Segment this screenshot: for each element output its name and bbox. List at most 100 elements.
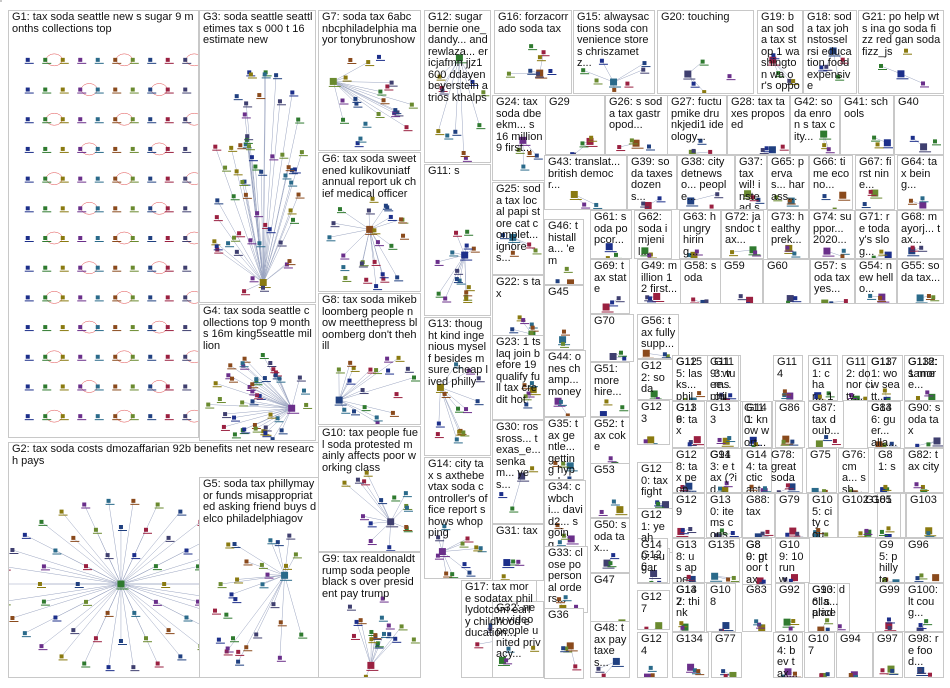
- user-node: [234, 169, 239, 174]
- user-node: [526, 391, 531, 396]
- group-cluster-74: G74: suppor... 2020...: [809, 210, 855, 259]
- user-node: [776, 71, 781, 76]
- edge: [438, 254, 465, 294]
- user-node: [768, 146, 776, 154]
- group-cluster-54: G54: new hello...: [855, 259, 897, 304]
- user-node: [611, 553, 616, 558]
- group-graph: [649, 570, 662, 582]
- group-label: G92: [779, 584, 800, 596]
- group-label: G45: [548, 286, 569, 298]
- group-graph: [683, 391, 706, 400]
- user-node: [823, 247, 831, 255]
- user-node: [10, 547, 15, 552]
- user-node: [278, 240, 283, 245]
- user-node: [783, 618, 791, 626]
- user-node: [60, 236, 65, 240]
- user-node: [293, 552, 298, 557]
- group-graph: [601, 296, 625, 313]
- group-label: G75: [810, 449, 831, 461]
- user-node: [816, 528, 821, 533]
- group-label: G106: salad: [812, 584, 833, 619]
- group-label: G57: soda tax yes...: [814, 260, 851, 295]
- user-node: [617, 145, 622, 150]
- edge: [234, 543, 285, 576]
- user-node: [212, 239, 217, 244]
- edge: [230, 147, 264, 283]
- user-node: [719, 528, 724, 533]
- user-node: [25, 265, 30, 270]
- user-node: [882, 443, 887, 447]
- group-graph: [871, 135, 893, 149]
- user-node: [657, 580, 662, 582]
- group-graph: [737, 294, 754, 303]
- user-node: [850, 671, 858, 677]
- user-node: [262, 376, 267, 381]
- user-node: [224, 649, 229, 654]
- user-node: [916, 294, 924, 302]
- group-label: G136: guer... alla...: [871, 402, 898, 448]
- group-label: G49: million 12 first...: [641, 260, 678, 295]
- user-node: [368, 521, 373, 526]
- user-node: [680, 625, 685, 630]
- user-node: [788, 626, 793, 631]
- user-node: [616, 506, 624, 514]
- group-cluster-106: G106: salad: [808, 583, 838, 632]
- group-cluster-141: G141: [742, 401, 772, 448]
- user-node: [529, 386, 537, 394]
- user-node: [730, 531, 735, 536]
- user-node: [148, 176, 153, 181]
- user-node: [920, 143, 928, 151]
- edge: [277, 542, 285, 576]
- user-node: [744, 190, 752, 198]
- user-node: [464, 296, 469, 301]
- user-node: [41, 564, 46, 569]
- user-node: [43, 57, 48, 62]
- user-node: [329, 77, 337, 85]
- user-node: [612, 657, 620, 665]
- user-node: [885, 622, 893, 630]
- user-node: [396, 355, 401, 360]
- user-node: [749, 436, 757, 444]
- user-node: [698, 138, 703, 143]
- edge: [583, 69, 614, 83]
- user-node: [781, 674, 786, 677]
- user-node: [765, 529, 770, 534]
- group-label: G142: [676, 584, 697, 608]
- self-loop-edge: [81, 202, 98, 215]
- group-graph: [781, 389, 794, 400]
- user-node: [696, 669, 701, 674]
- user-node: [263, 70, 268, 75]
- edge: [438, 57, 460, 132]
- user-node: [460, 541, 465, 546]
- edge: [242, 363, 292, 409]
- group-cluster-133: G133: [706, 401, 739, 448]
- group-label: G64: tax being...: [901, 156, 938, 191]
- user-node: [43, 354, 48, 359]
- group-cluster-79: G79: [775, 493, 808, 538]
- user-node: [557, 540, 562, 545]
- group-graph: [857, 528, 873, 537]
- self-loop-edge: [46, 409, 63, 423]
- group-graph: [814, 391, 835, 400]
- user-node: [475, 642, 480, 647]
- edge: [244, 358, 292, 409]
- user-node: [389, 243, 394, 248]
- group-label: G131: wow seatt...: [871, 356, 900, 401]
- user-node: [43, 87, 48, 92]
- user-node: [390, 410, 395, 415]
- group-graph: [913, 482, 929, 492]
- user-node: [273, 373, 278, 378]
- group-graph: [676, 527, 697, 537]
- self-loop-edge: [186, 172, 198, 185]
- user-node: [262, 72, 267, 77]
- user-node: [148, 414, 153, 419]
- user-node: [148, 265, 153, 270]
- user-node: [691, 297, 696, 302]
- user-node: [155, 502, 160, 507]
- group-graph: [558, 329, 571, 348]
- edge: [361, 229, 370, 264]
- edge: [339, 357, 399, 401]
- user-node: [296, 192, 301, 197]
- user-node: [257, 93, 262, 98]
- group-cluster-37: G37: tax wil! instead soda...: [735, 155, 767, 210]
